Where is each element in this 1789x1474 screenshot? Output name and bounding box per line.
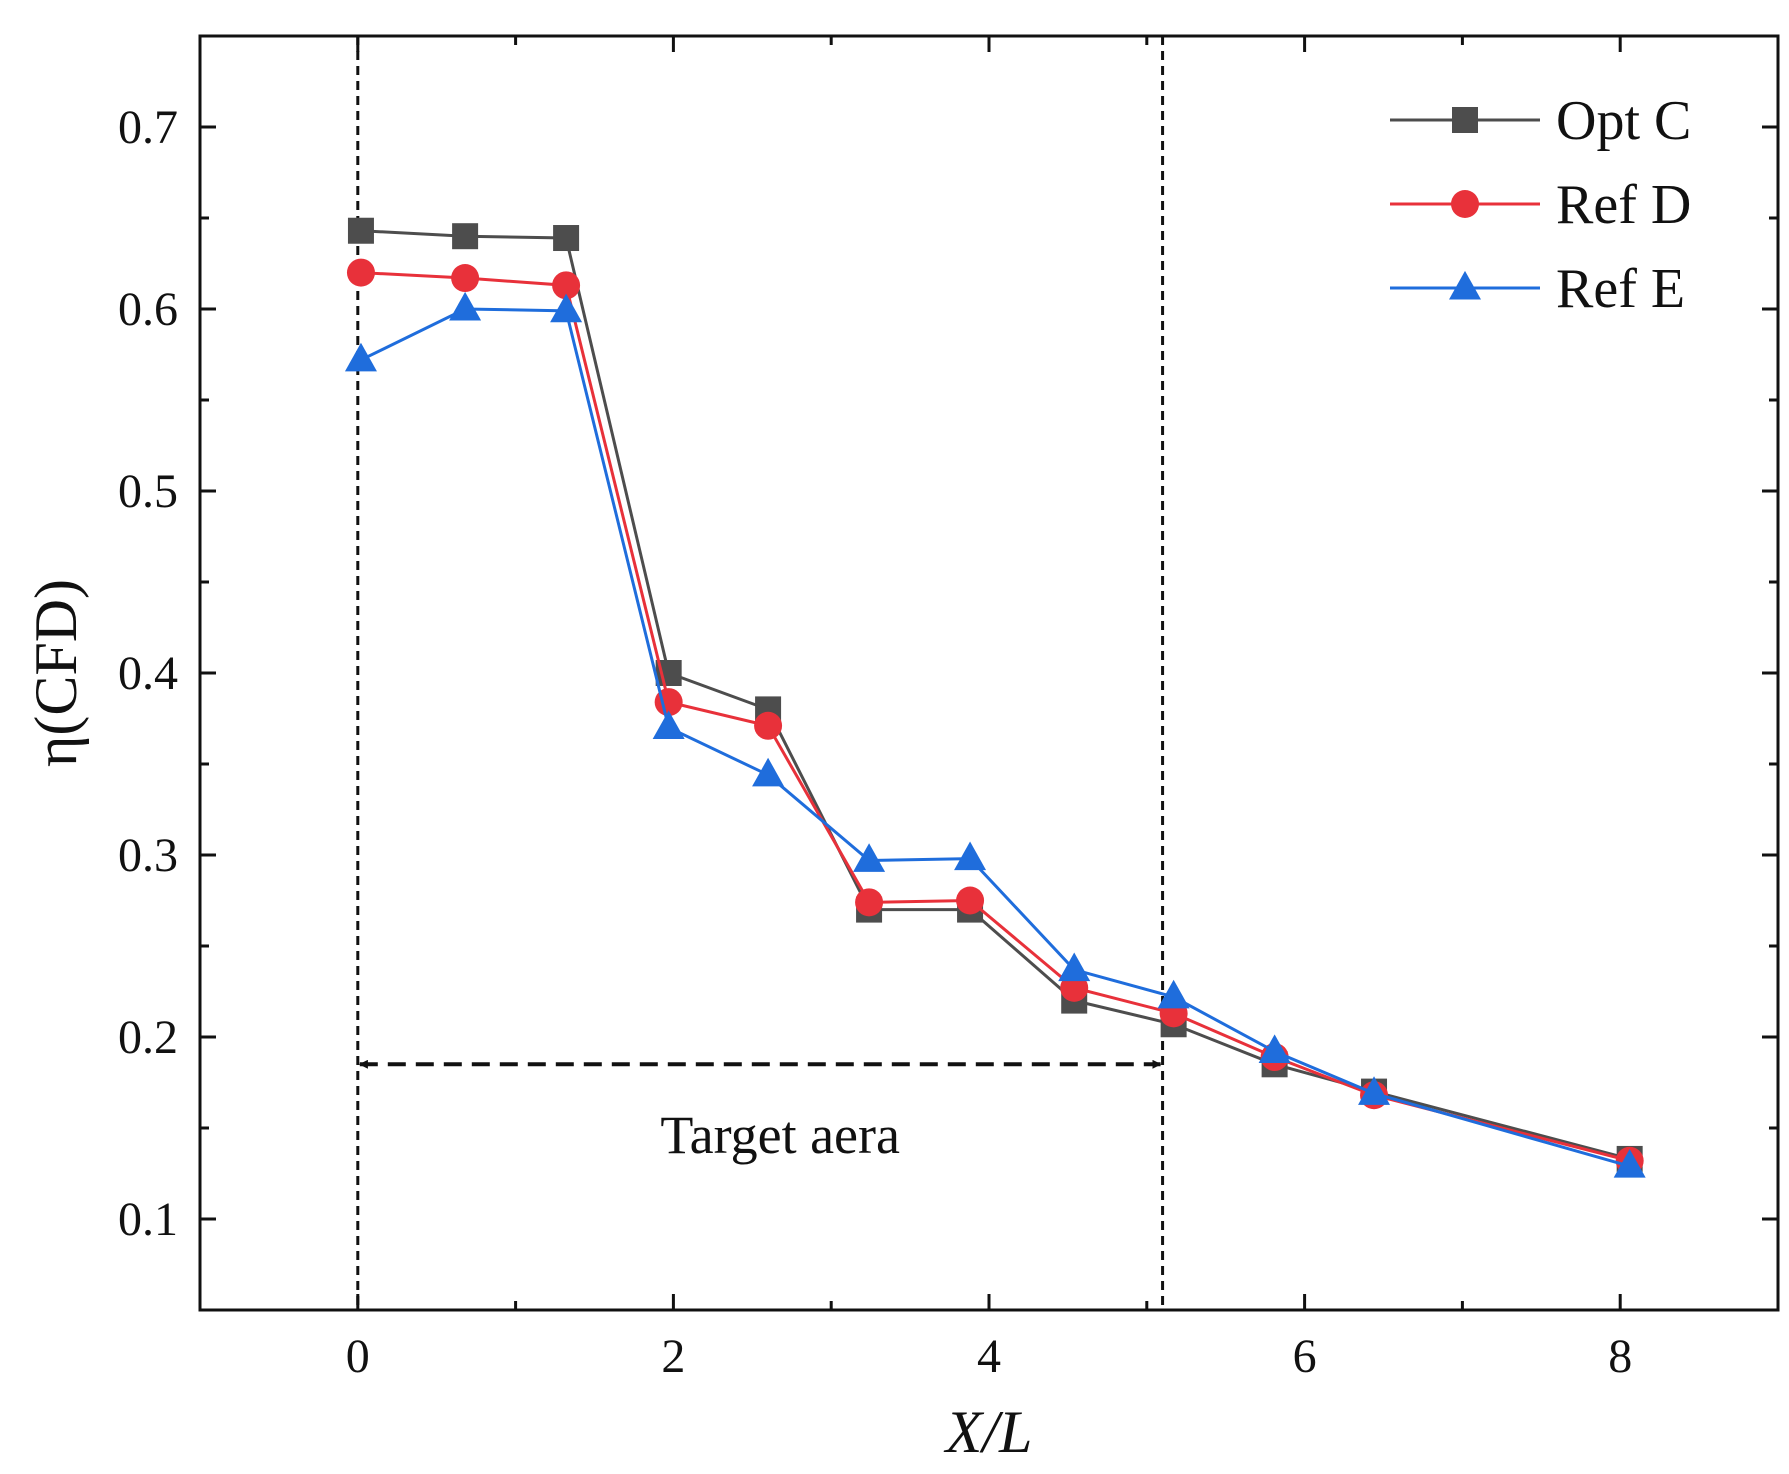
data-point	[652, 710, 685, 740]
data-point	[550, 293, 583, 323]
data-point	[754, 711, 783, 740]
x-tick-label: 0	[346, 1330, 370, 1383]
data-point	[451, 264, 480, 293]
series-ref-e	[344, 291, 1646, 1178]
x-tick-label: 4	[977, 1330, 1001, 1383]
y-tick-label: 0.2	[118, 1011, 178, 1064]
data-point	[1358, 1076, 1391, 1105]
data-point	[347, 217, 374, 244]
x-tick-label: 2	[661, 1330, 685, 1383]
legend-marker	[1451, 190, 1479, 218]
data-point	[552, 271, 581, 300]
target-area-label: Target aera	[660, 1105, 900, 1165]
legend-entry: Opt C	[1390, 90, 1691, 152]
x-tick-label: 8	[1608, 1330, 1632, 1383]
data-point	[344, 342, 377, 372]
y-axis-title: η(CFD)	[23, 579, 89, 767]
y-tick-label: 0.7	[118, 101, 178, 154]
legend-marker	[1452, 107, 1478, 133]
y-tick-label: 0.3	[118, 829, 178, 882]
y-tick-label: 0.5	[118, 465, 178, 518]
y-tick-label: 0.1	[118, 1193, 178, 1246]
series-line	[360, 307, 1631, 1168]
data-point	[346, 258, 375, 287]
data-point	[752, 757, 785, 787]
data-point	[954, 841, 987, 871]
data-point	[1258, 1034, 1291, 1063]
y-tick-label: 0.4	[118, 647, 178, 700]
series-line	[360, 229, 1631, 1161]
x-axis-title: X/L	[944, 1399, 1033, 1465]
data-point	[855, 888, 884, 917]
data-point	[452, 223, 479, 250]
plot-frame	[198, 34, 1780, 1312]
data-point	[1157, 979, 1190, 1009]
data-point	[853, 843, 886, 872]
data-point	[1058, 952, 1091, 982]
data-point	[449, 291, 482, 321]
series-opt-c	[347, 217, 1643, 1172]
data-point	[1613, 1149, 1646, 1178]
legend-label: Ref E	[1556, 258, 1685, 320]
data-point	[956, 886, 985, 915]
legend-label: Opt C	[1556, 90, 1691, 152]
legend-marker	[1449, 270, 1481, 300]
legend-entry: Ref E	[1390, 258, 1685, 320]
legend-label: Ref D	[1556, 174, 1691, 236]
legend-entry: Ref D	[1390, 174, 1691, 236]
y-tick-label: 0.6	[118, 283, 178, 336]
series-line	[360, 271, 1631, 1163]
series-ref-d	[346, 258, 1644, 1175]
data-point	[553, 225, 580, 252]
x-tick-label: 6	[1293, 1330, 1317, 1383]
